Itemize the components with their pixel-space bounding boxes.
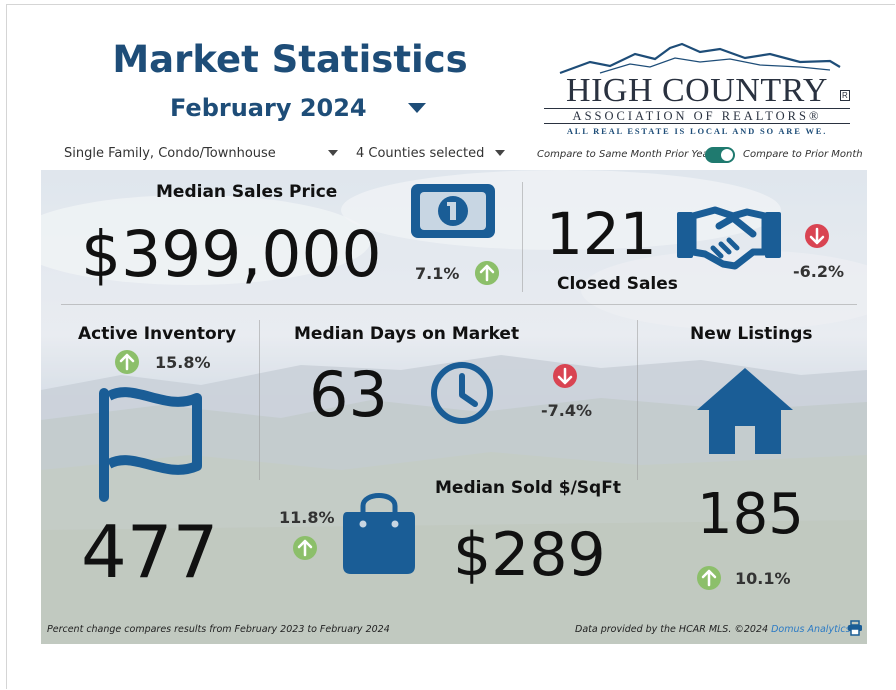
- flag-icon: [99, 387, 202, 502]
- dollar-bill-icon: [411, 184, 495, 238]
- mountain-logo-icon: [559, 42, 841, 75]
- median-sales-price-change: 7.1%: [415, 264, 460, 283]
- arrow-up-icon: [115, 350, 139, 374]
- arrow-up-icon: [697, 566, 721, 590]
- clock-icon: [431, 362, 493, 424]
- toggle-knob: [721, 149, 733, 161]
- compare-prior-month-label: Compare to Prior Month: [743, 149, 863, 160]
- logo-tagline: ALL REAL ESTATE IS LOCAL AND SO ARE WE.: [566, 126, 828, 136]
- stats-panel: Median Sales Price $399,000 7.1% 121 Clo…: [41, 170, 867, 644]
- arrow-down-icon: [805, 224, 829, 248]
- period-selector[interactable]: February 2024: [170, 94, 367, 122]
- active-inventory-change: 15.8%: [155, 353, 211, 372]
- counties-caret-down-icon[interactable]: [495, 150, 505, 156]
- footer-credit: Data provided by the HCAR MLS. ©2024 Dom…: [575, 624, 851, 635]
- domus-analytics-link[interactable]: Domus Analytics: [771, 624, 851, 635]
- association-logo: HIGH COUNTRY R ASSOCIATION OF REALTORS® …: [540, 40, 860, 136]
- home-icon: [697, 368, 793, 454]
- median-sold-per-sqft-value: $289: [453, 520, 606, 590]
- divider-horizontal: [61, 304, 857, 305]
- median-days-on-market-label: Median Days on Market: [294, 324, 520, 344]
- divider-vertical-right: [637, 320, 638, 480]
- closed-sales-change: -6.2%: [793, 262, 845, 281]
- active-inventory-value: 477: [81, 510, 219, 594]
- divider-vertical-left: [259, 320, 260, 480]
- compare-toggle[interactable]: [705, 147, 735, 163]
- property-type-dropdown[interactable]: Single Family, Condo/Townhouse: [64, 146, 276, 161]
- page-frame: [6, 4, 895, 689]
- compare-same-month-label: Compare to Same Month Prior Year: [537, 149, 713, 160]
- active-inventory-label: Active Inventory: [78, 324, 237, 344]
- footer-note: Percent change compares results from Feb…: [47, 624, 390, 635]
- footer-credit-text: Data provided by the HCAR MLS. ©2024: [575, 624, 769, 635]
- closed-sales-label: Closed Sales: [557, 274, 678, 294]
- period-caret-down-icon[interactable]: [408, 103, 426, 113]
- logo-registered-mark: R: [840, 90, 850, 101]
- new-listings-change: 10.1%: [735, 569, 791, 588]
- property-type-caret-down-icon[interactable]: [328, 150, 338, 156]
- median-sales-price-label: Median Sales Price: [156, 182, 338, 202]
- median-sold-per-sqft-label: Median Sold $/SqFt: [435, 478, 621, 498]
- new-listings-label: New Listings: [690, 324, 813, 344]
- arrow-down-icon: [553, 364, 577, 388]
- counties-dropdown[interactable]: 4 Counties selected: [356, 146, 485, 161]
- logo-name: HIGH COUNTRY: [566, 72, 828, 109]
- logo-subtitle: ASSOCIATION OF REALTORS®: [544, 108, 850, 124]
- page-title: Market Statistics: [112, 38, 468, 81]
- divider-vertical-top: [522, 182, 523, 292]
- arrow-up-icon: [475, 261, 499, 285]
- shopping-bag-icon: [343, 493, 415, 574]
- median-sales-price-value: $399,000: [81, 218, 382, 291]
- arrow-up-icon: [293, 536, 317, 560]
- closed-sales-value: 121: [546, 200, 657, 268]
- print-icon[interactable]: [847, 620, 863, 636]
- median-days-on-market-value: 63: [309, 358, 388, 431]
- handshake-icon: [677, 206, 781, 270]
- median-days-on-market-change: -7.4%: [541, 401, 593, 420]
- median-sold-per-sqft-change: 11.8%: [279, 508, 335, 527]
- new-listings-value: 185: [697, 482, 804, 547]
